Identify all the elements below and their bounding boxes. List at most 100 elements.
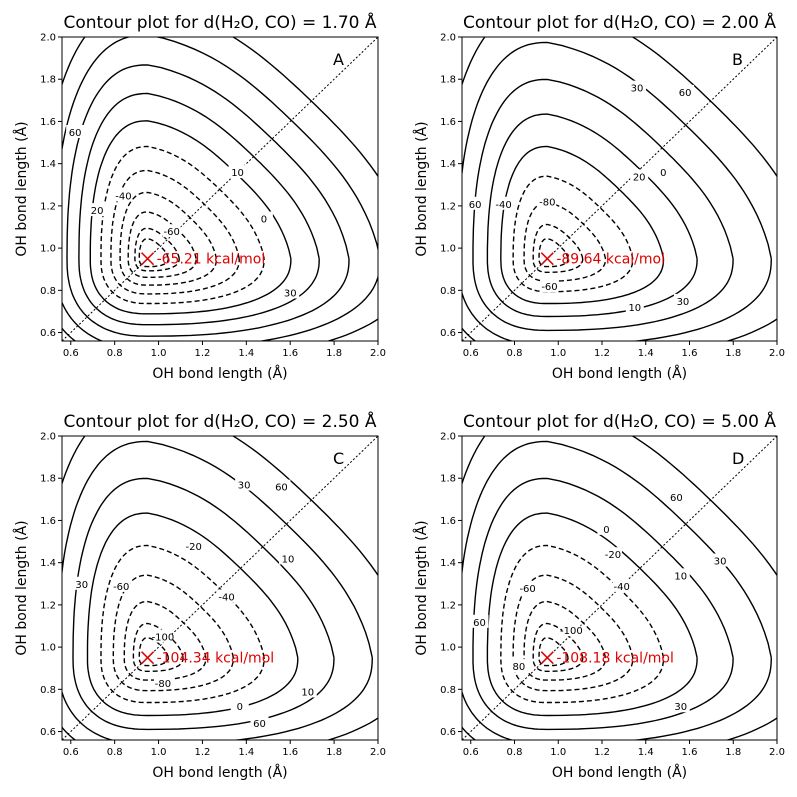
x-tick-label: 1.8 [725, 348, 741, 359]
minimum-value: -104.34 kcal/mol [157, 651, 275, 667]
minimum-marker [540, 651, 554, 665]
chart-title: Contour plot for d(H₂O, CO) = 5.00 Å [463, 410, 776, 432]
y-tick-label: 1.8 [40, 75, 56, 86]
x-tick-label: 1.8 [725, 747, 741, 758]
contour-label: -20 [605, 550, 621, 561]
y-tick-label: 1.0 [440, 643, 456, 654]
axes-frame [61, 435, 379, 741]
contour-label: -100 [152, 633, 175, 644]
y-tick-label: 1.8 [40, 474, 56, 485]
diagonal-line [61, 36, 379, 342]
contour-level-neg20 [110, 169, 240, 295]
y-tick-label: 0.6 [40, 727, 56, 738]
x-axis-label: OH bond length (Å) [552, 764, 687, 781]
contour-label: 10 [231, 168, 244, 179]
contour-level-neg40 [512, 574, 634, 692]
y-axis-label: OH bond length (Å) [13, 121, 30, 256]
x-tick-label: 1.0 [151, 348, 167, 359]
contour-label: 60 [275, 483, 288, 494]
y-tick-label: 0.8 [40, 286, 56, 297]
x-tick-label: 0.6 [63, 747, 79, 758]
x-tick-label: 0.6 [63, 348, 79, 359]
x-tick-label: 1.4 [638, 747, 654, 758]
y-tick-label: 1.2 [440, 201, 456, 212]
y-tick-label: 1.2 [40, 201, 56, 212]
contour-label: 20 [91, 206, 104, 217]
y-tick-label: 1.0 [40, 244, 56, 255]
contour-label: -60 [519, 584, 535, 595]
x-axis-label: OH bond length (Å) [152, 764, 287, 781]
y-tick-label: 2.0 [40, 432, 56, 443]
y-tick-label: 1.8 [440, 474, 456, 485]
x-tick-label: 0.8 [107, 348, 123, 359]
contour-level-neg60 [138, 237, 170, 268]
contour-label: 10 [301, 687, 314, 698]
contour-level-30 [462, 41, 772, 341]
contour-level-60 [62, 37, 378, 341]
contour-level-neg100 [538, 637, 569, 667]
x-tick-label: 0.8 [107, 747, 123, 758]
contour-level-neg80 [538, 237, 569, 268]
contour-label: 10 [674, 571, 687, 582]
contour-label: 60 [473, 618, 486, 629]
y-tick-label: 1.4 [440, 558, 456, 569]
y-tick-label: 1.6 [440, 117, 456, 128]
contour-level-neg20 [500, 544, 665, 704]
y-tick-label: 2.0 [440, 432, 456, 443]
y-tick-label: 1.2 [40, 600, 56, 611]
contour-label: 80 [513, 662, 526, 673]
contour-label: -60 [164, 227, 180, 238]
panel-b: 30 60 20 0 60 -40 -80 -60 10 30 -89.64 kcal/mol 0.6… [413, 11, 785, 382]
contour-level-neg20 [100, 544, 265, 704]
y-tick-label: 1.4 [40, 558, 56, 569]
x-tick-label: 1.0 [550, 747, 566, 758]
diagonal-line [461, 36, 778, 342]
contour-level-neg10 [100, 145, 265, 305]
contour-level-neg20 [512, 175, 634, 293]
x-axis-label: OH bond length (Å) [152, 365, 287, 382]
x-tick-label: 2.0 [769, 747, 785, 758]
x-tick-label: 2.0 [370, 348, 386, 359]
contour-level-neg100 [138, 637, 170, 667]
contour-label: -80 [155, 679, 171, 690]
minimum-marker [141, 651, 155, 665]
axes-frame [461, 36, 778, 342]
contour-level-60 [462, 37, 777, 341]
contour-label: 0 [603, 525, 609, 536]
x-tick-label: 0.8 [507, 747, 523, 758]
x-tick-label: 1.8 [326, 747, 342, 758]
x-tick-label: 2.0 [370, 747, 386, 758]
contour-label: -40 [218, 592, 234, 603]
chart-title: Contour plot for d(H₂O, CO) = 1.70 Å [63, 11, 376, 33]
panel-d: 60 0 -20 30 10 -40 -60 60 -100 80 30 -108.18 kcal/m… [413, 410, 785, 781]
x-axis-label: OH bond length (Å) [552, 365, 687, 382]
contour-label: 10 [628, 303, 641, 314]
contour-label: -60 [541, 282, 557, 293]
axes-frame [461, 435, 778, 741]
panel-a: 60 20 -40 -60 10 0 30 -65.21 kcal/mol 0.6 0.8 1.0 1… [13, 11, 386, 382]
panel-letter: B [732, 50, 743, 69]
contour-label: 60 [69, 128, 82, 139]
x-tick-label: 1.2 [594, 747, 610, 758]
x-tick-label: 1.4 [238, 348, 254, 359]
y-tick-label: 0.8 [40, 685, 56, 696]
contour-level-20 [472, 78, 734, 332]
contour-label: 30 [284, 288, 297, 299]
y-tick-label: 2.0 [440, 33, 456, 44]
minimum-value: -108.18 kcal/mol [556, 651, 674, 667]
x-tick-label: 1.2 [194, 348, 210, 359]
contour-label: 60 [670, 493, 683, 504]
contour-label: 60 [253, 719, 266, 730]
contour-label: 30 [631, 84, 644, 95]
x-tick-label: 0.6 [463, 348, 479, 359]
y-axis-label: OH bond length (Å) [413, 520, 430, 655]
contour-label: -20 [185, 542, 201, 553]
contour-lines [62, 436, 378, 740]
contour-level-60 [462, 436, 777, 740]
contour-label: -60 [113, 582, 129, 593]
contour-label: 0 [660, 168, 666, 179]
y-axis-label: OH bond length (Å) [13, 520, 30, 655]
y-tick-label: 2.0 [40, 33, 56, 44]
contour-level-neg60 [523, 600, 607, 681]
y-tick-label: 1.0 [440, 244, 456, 255]
